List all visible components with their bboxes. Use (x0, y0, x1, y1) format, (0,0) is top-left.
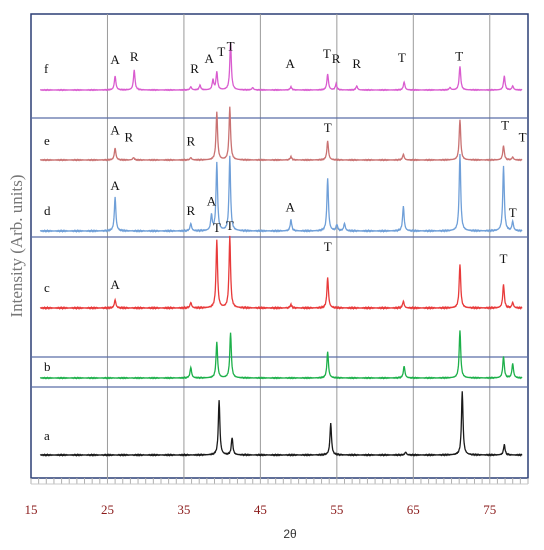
peak-label: T (398, 50, 406, 65)
peak-label: R (332, 51, 341, 66)
x-tick-label: 65 (407, 502, 420, 517)
peak-label: T (227, 38, 235, 53)
minor-ticks (30, 478, 529, 485)
peak-label: T (501, 118, 509, 133)
trace-e (39, 106, 523, 162)
peak-label: R (186, 133, 195, 148)
trace-label-f: f (44, 61, 49, 76)
peak-label: A (110, 52, 120, 67)
x-tick-label: 15 (25, 502, 38, 517)
peak-label: T (500, 251, 508, 266)
trace-label-b: b (44, 359, 51, 374)
traces (39, 42, 523, 457)
trace-label-a: a (44, 428, 50, 443)
panel-bands (31, 117, 528, 388)
peak-label: R (186, 203, 195, 218)
x-tick-label: 35 (177, 502, 190, 517)
peak-label: R (130, 49, 139, 64)
x-axis-title: 2θ (283, 527, 297, 541)
x-tick-label: 45 (254, 502, 267, 517)
y-axis-title: Intensity (Arb. units) (7, 174, 26, 317)
trace-labels: a b c d e f (44, 61, 51, 443)
x-tick-label: 25 (101, 502, 114, 517)
peak-label: T (519, 130, 527, 145)
peak-label: T (217, 44, 225, 59)
peak-label: A (110, 122, 120, 137)
peak-label: T (226, 218, 234, 233)
peak-label: R (125, 130, 134, 145)
grid-lines (106, 14, 491, 478)
peak-label: A (204, 51, 214, 66)
trace-label-e: e (44, 133, 50, 148)
trace-d (39, 153, 523, 234)
trace-label-d: d (44, 203, 51, 218)
peak-label: T (455, 48, 463, 63)
peak-label: A (286, 200, 296, 215)
trace-b (39, 330, 523, 380)
peak-label: A (207, 193, 217, 208)
plot-background (30, 13, 529, 479)
trace-label-c: c (44, 280, 50, 295)
peak-label: R (352, 56, 361, 71)
peak-label: A (110, 178, 120, 193)
x-tick-label: 75 (483, 502, 496, 517)
x-tick-label: 55 (330, 502, 343, 517)
peak-label: A (286, 56, 296, 71)
trace-a (39, 391, 523, 457)
trace-f (39, 42, 523, 92)
peak-label: T (324, 120, 332, 135)
peak-label: T (323, 46, 331, 61)
peak-label: R (190, 61, 199, 76)
peak-label: T (213, 220, 221, 235)
x-tick-labels: 15 25 35 45 55 65 75 (25, 502, 497, 517)
peak-label: A (110, 277, 120, 292)
trace-c (39, 235, 523, 311)
peak-label: T (324, 239, 332, 254)
peak-label: T (509, 205, 517, 220)
